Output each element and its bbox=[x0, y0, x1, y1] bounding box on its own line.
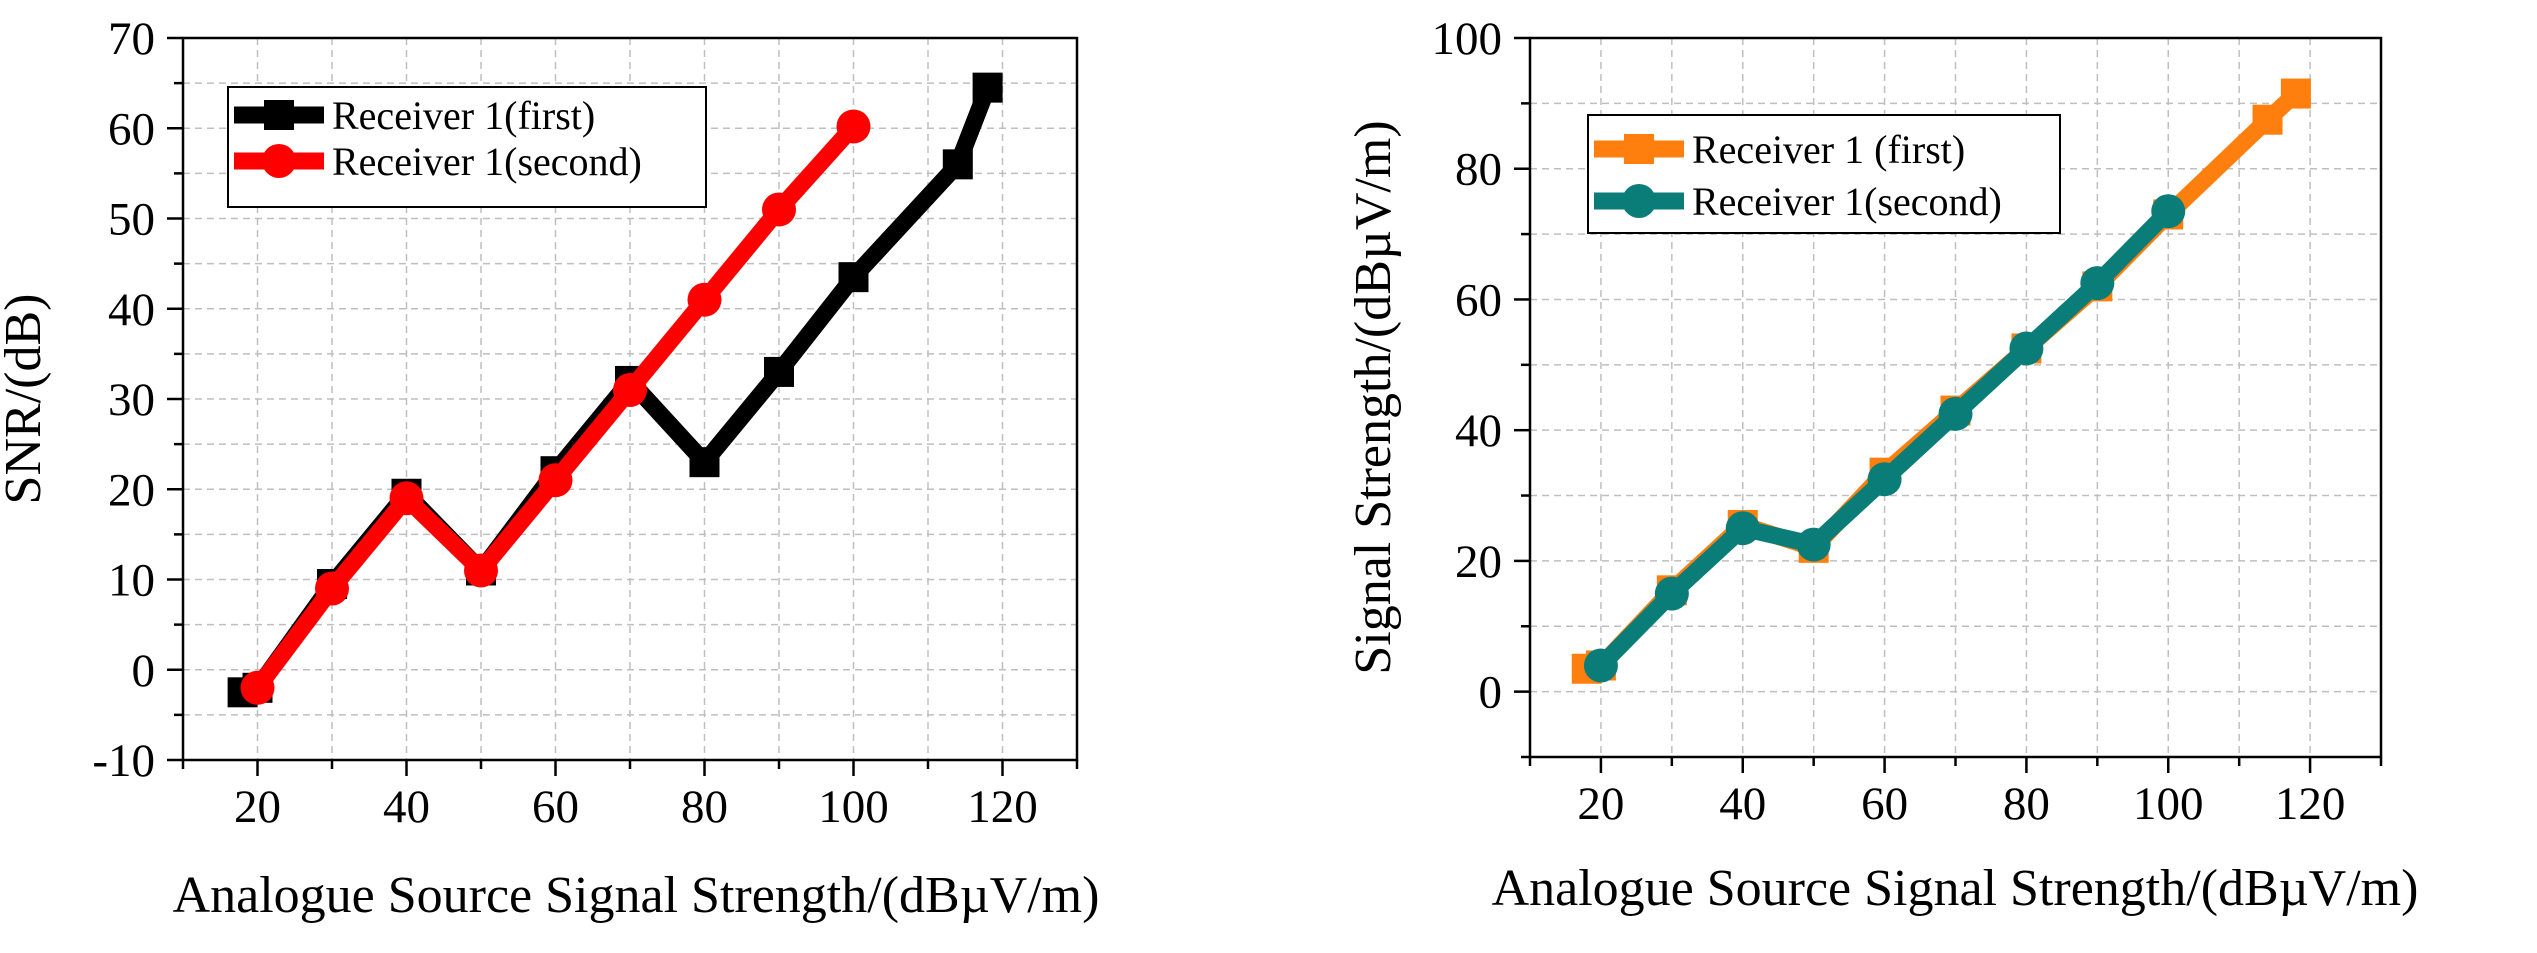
y-tick-label: 60 bbox=[108, 103, 155, 155]
legend-label: Receiver 1 (first) bbox=[1692, 127, 1965, 172]
data-point bbox=[1867, 462, 1902, 497]
x-tick-label: 80 bbox=[681, 781, 728, 833]
x-tick-label: 40 bbox=[1719, 778, 1766, 830]
legend-item: Receiver 1(second) bbox=[234, 139, 642, 184]
y-tick-label: 30 bbox=[108, 374, 155, 426]
data-point bbox=[762, 192, 796, 227]
x-tick-label: 40 bbox=[383, 781, 430, 833]
data-point bbox=[2252, 104, 2283, 135]
legend-label: Receiver 1(second) bbox=[332, 139, 642, 184]
series-2 bbox=[1583, 194, 2186, 683]
legend-marker bbox=[1622, 184, 1656, 218]
y-axis-label: Signal Strength/(dBµV/m) bbox=[1345, 120, 1402, 674]
data-point bbox=[689, 447, 720, 478]
data-point bbox=[1796, 527, 1831, 562]
legend-marker bbox=[264, 100, 294, 130]
legend-box bbox=[1587, 114, 2061, 234]
x-tick-label: 120 bbox=[2275, 778, 2346, 830]
y-tick-label: 0 bbox=[1479, 667, 1503, 719]
x-tick-label: 120 bbox=[967, 781, 1038, 833]
legend-item: Receiver 1(second) bbox=[1594, 179, 2002, 224]
data-point bbox=[1725, 511, 1760, 546]
y-tick-label: 80 bbox=[1455, 144, 1502, 196]
data-point bbox=[2009, 331, 2044, 366]
data-point bbox=[464, 553, 498, 588]
x-tick-label: 20 bbox=[234, 781, 281, 833]
y-tick-label: 0 bbox=[132, 645, 156, 697]
data-point bbox=[2151, 194, 2186, 229]
y-tick-label: 40 bbox=[1455, 405, 1502, 457]
x-tick-label: 20 bbox=[1577, 778, 1624, 830]
y-tick-label: 70 bbox=[108, 13, 155, 65]
data-point bbox=[838, 262, 869, 293]
y-tick-label: 40 bbox=[108, 284, 155, 336]
x-tick-label: 80 bbox=[2003, 778, 2050, 830]
data-point bbox=[389, 481, 424, 516]
legend: Receiver 1 (first) Receiver 1(second) bbox=[1587, 114, 2061, 234]
data-point bbox=[1654, 576, 1689, 611]
data-point bbox=[2080, 266, 2115, 301]
legend: Receiver 1(first)Receiver 1(second) bbox=[227, 86, 707, 208]
x-tick-label: 100 bbox=[2133, 778, 2204, 830]
x-tick-label: 100 bbox=[818, 781, 889, 833]
x-tick-label: 60 bbox=[1861, 778, 1908, 830]
data-point bbox=[315, 571, 349, 606]
legend-marker bbox=[1624, 134, 1654, 164]
chart-1: 20 40 60 80 100 120 -10 0 10 20 30 40 50 60 70 Analogue… bbox=[0, 13, 1099, 924]
data-point bbox=[764, 356, 794, 387]
x-axis-label: Analogue Source Signal Strength/(dBµV/m) bbox=[1492, 860, 2419, 917]
data-point bbox=[687, 282, 722, 317]
x-axis-label: Analogue Source Signal Strength/(dBµV/m) bbox=[173, 867, 1100, 924]
y-tick-label: 50 bbox=[108, 194, 155, 246]
y-tick-label: 20 bbox=[108, 464, 155, 516]
data-point bbox=[942, 149, 973, 180]
y-axis-label: SNR/(dB) bbox=[0, 294, 52, 505]
y-tick-label: 100 bbox=[1432, 13, 1503, 65]
y-tick-label: 60 bbox=[1455, 274, 1502, 326]
legend-marker bbox=[262, 144, 296, 178]
chart-2: 20 40 60 80 100 120 0 20 40 60 80 100 Analogue Sourc… bbox=[1345, 13, 2418, 917]
y-tick-label: 20 bbox=[1455, 536, 1502, 588]
series-2 bbox=[240, 109, 871, 705]
data-point bbox=[2280, 78, 2311, 109]
legend-item: Receiver 1 (first) bbox=[1594, 127, 1965, 172]
legend-label: Receiver 1(first) bbox=[332, 93, 595, 138]
data-point bbox=[1583, 648, 1618, 683]
data-point bbox=[972, 72, 1003, 103]
data-point bbox=[240, 670, 275, 705]
y-tick-label: 10 bbox=[108, 555, 155, 607]
y-tick-label: -10 bbox=[92, 735, 155, 787]
x-tick-label: 60 bbox=[532, 781, 579, 833]
data-point bbox=[836, 109, 871, 144]
data-point bbox=[1938, 396, 1973, 431]
data-point bbox=[613, 372, 647, 407]
legend-item: Receiver 1(first) bbox=[234, 93, 595, 138]
legend-label: Receiver 1(second) bbox=[1692, 179, 2002, 224]
data-point bbox=[538, 463, 573, 498]
